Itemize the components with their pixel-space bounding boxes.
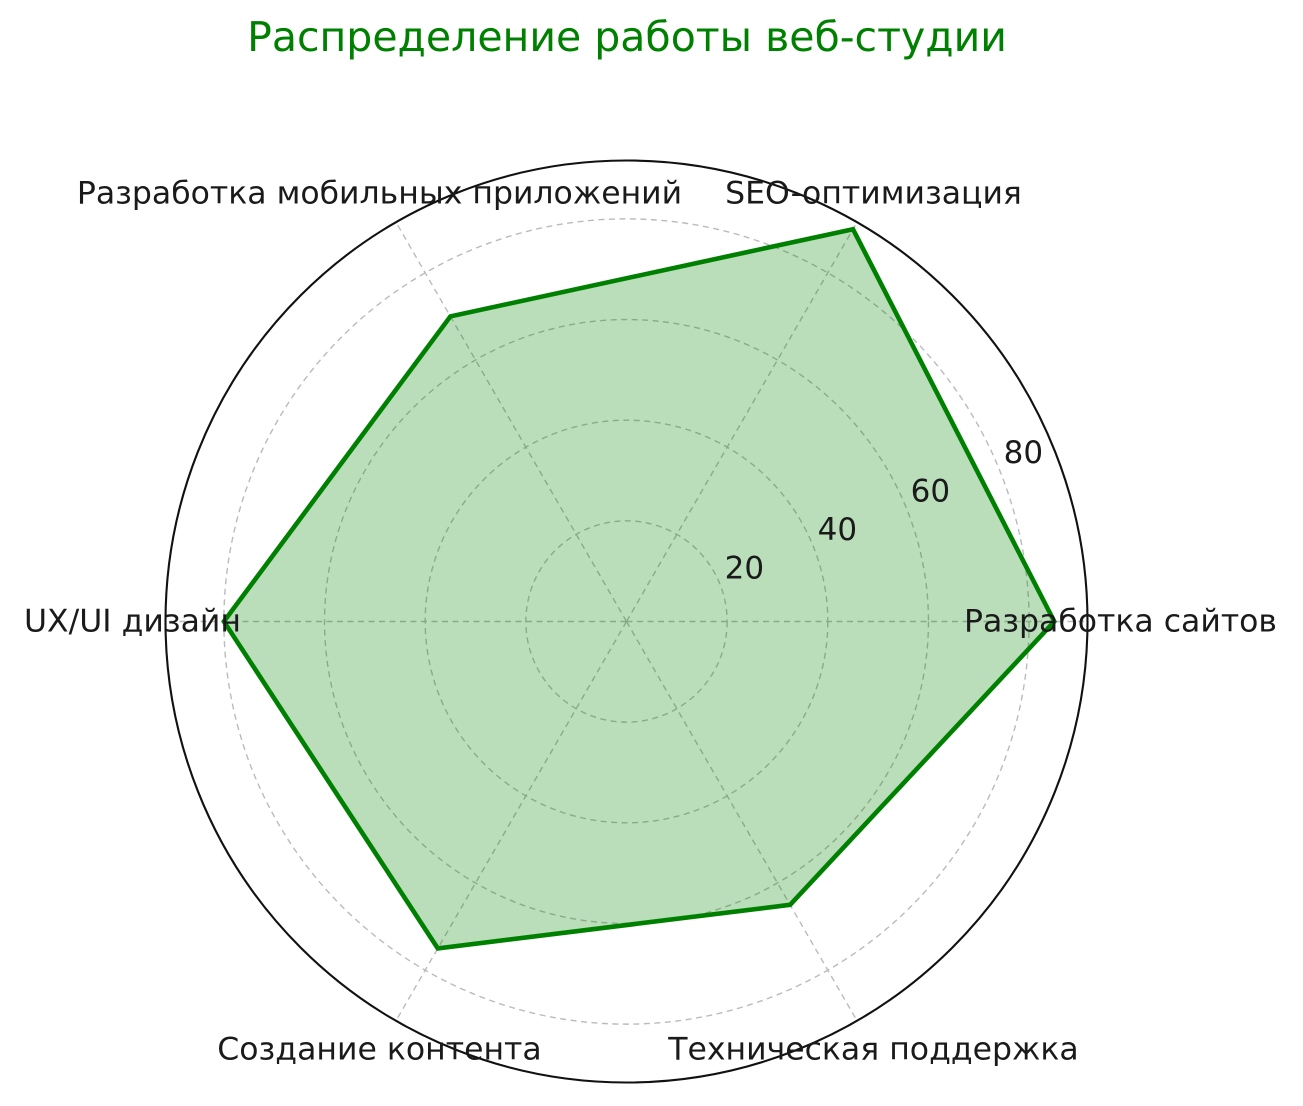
r-gridline <box>525 520 728 723</box>
axis-label: UX/UI дизайн <box>24 604 241 640</box>
axis-label: Разработка мобильных приложений <box>77 176 682 212</box>
r-tick-label: 60 <box>911 474 950 510</box>
axis-label: Разработка сайтов <box>964 604 1277 640</box>
polar-outline <box>164 159 1089 1084</box>
angular-gridline <box>395 221 628 622</box>
axis-label: SEO-оптимизация <box>725 176 1022 212</box>
data-polygon <box>221 226 1058 951</box>
axis-label: Техническая поддержка <box>667 1031 1078 1067</box>
angular-gridline <box>395 621 628 1022</box>
chart-title: Распределение работы веб-студии <box>247 13 1007 61</box>
r-tick-label: 80 <box>1004 435 1043 471</box>
angular-gridline <box>625 221 858 622</box>
angular-gridline <box>625 621 858 1022</box>
axis-label: Создание контента <box>217 1031 541 1067</box>
r-tick-label: 40 <box>818 512 857 548</box>
r-tick-label: 20 <box>725 551 764 587</box>
